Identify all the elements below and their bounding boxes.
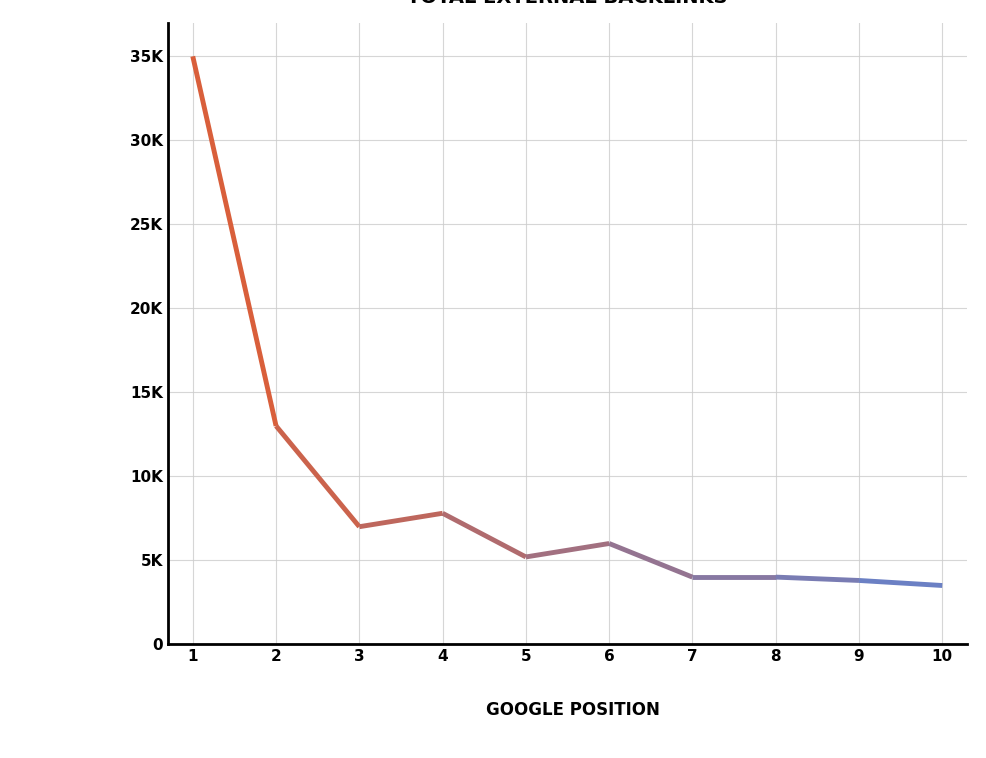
Text: GOOGLE POSITION: GOOGLE POSITION — [485, 701, 659, 719]
Title: TOTAL EXTERNAL BACKLINKS: TOTAL EXTERNAL BACKLINKS — [407, 0, 727, 8]
Text: AVERAGE NUMBER OF BACKLINKS: AVERAGE NUMBER OF BACKLINKS — [71, 234, 87, 524]
